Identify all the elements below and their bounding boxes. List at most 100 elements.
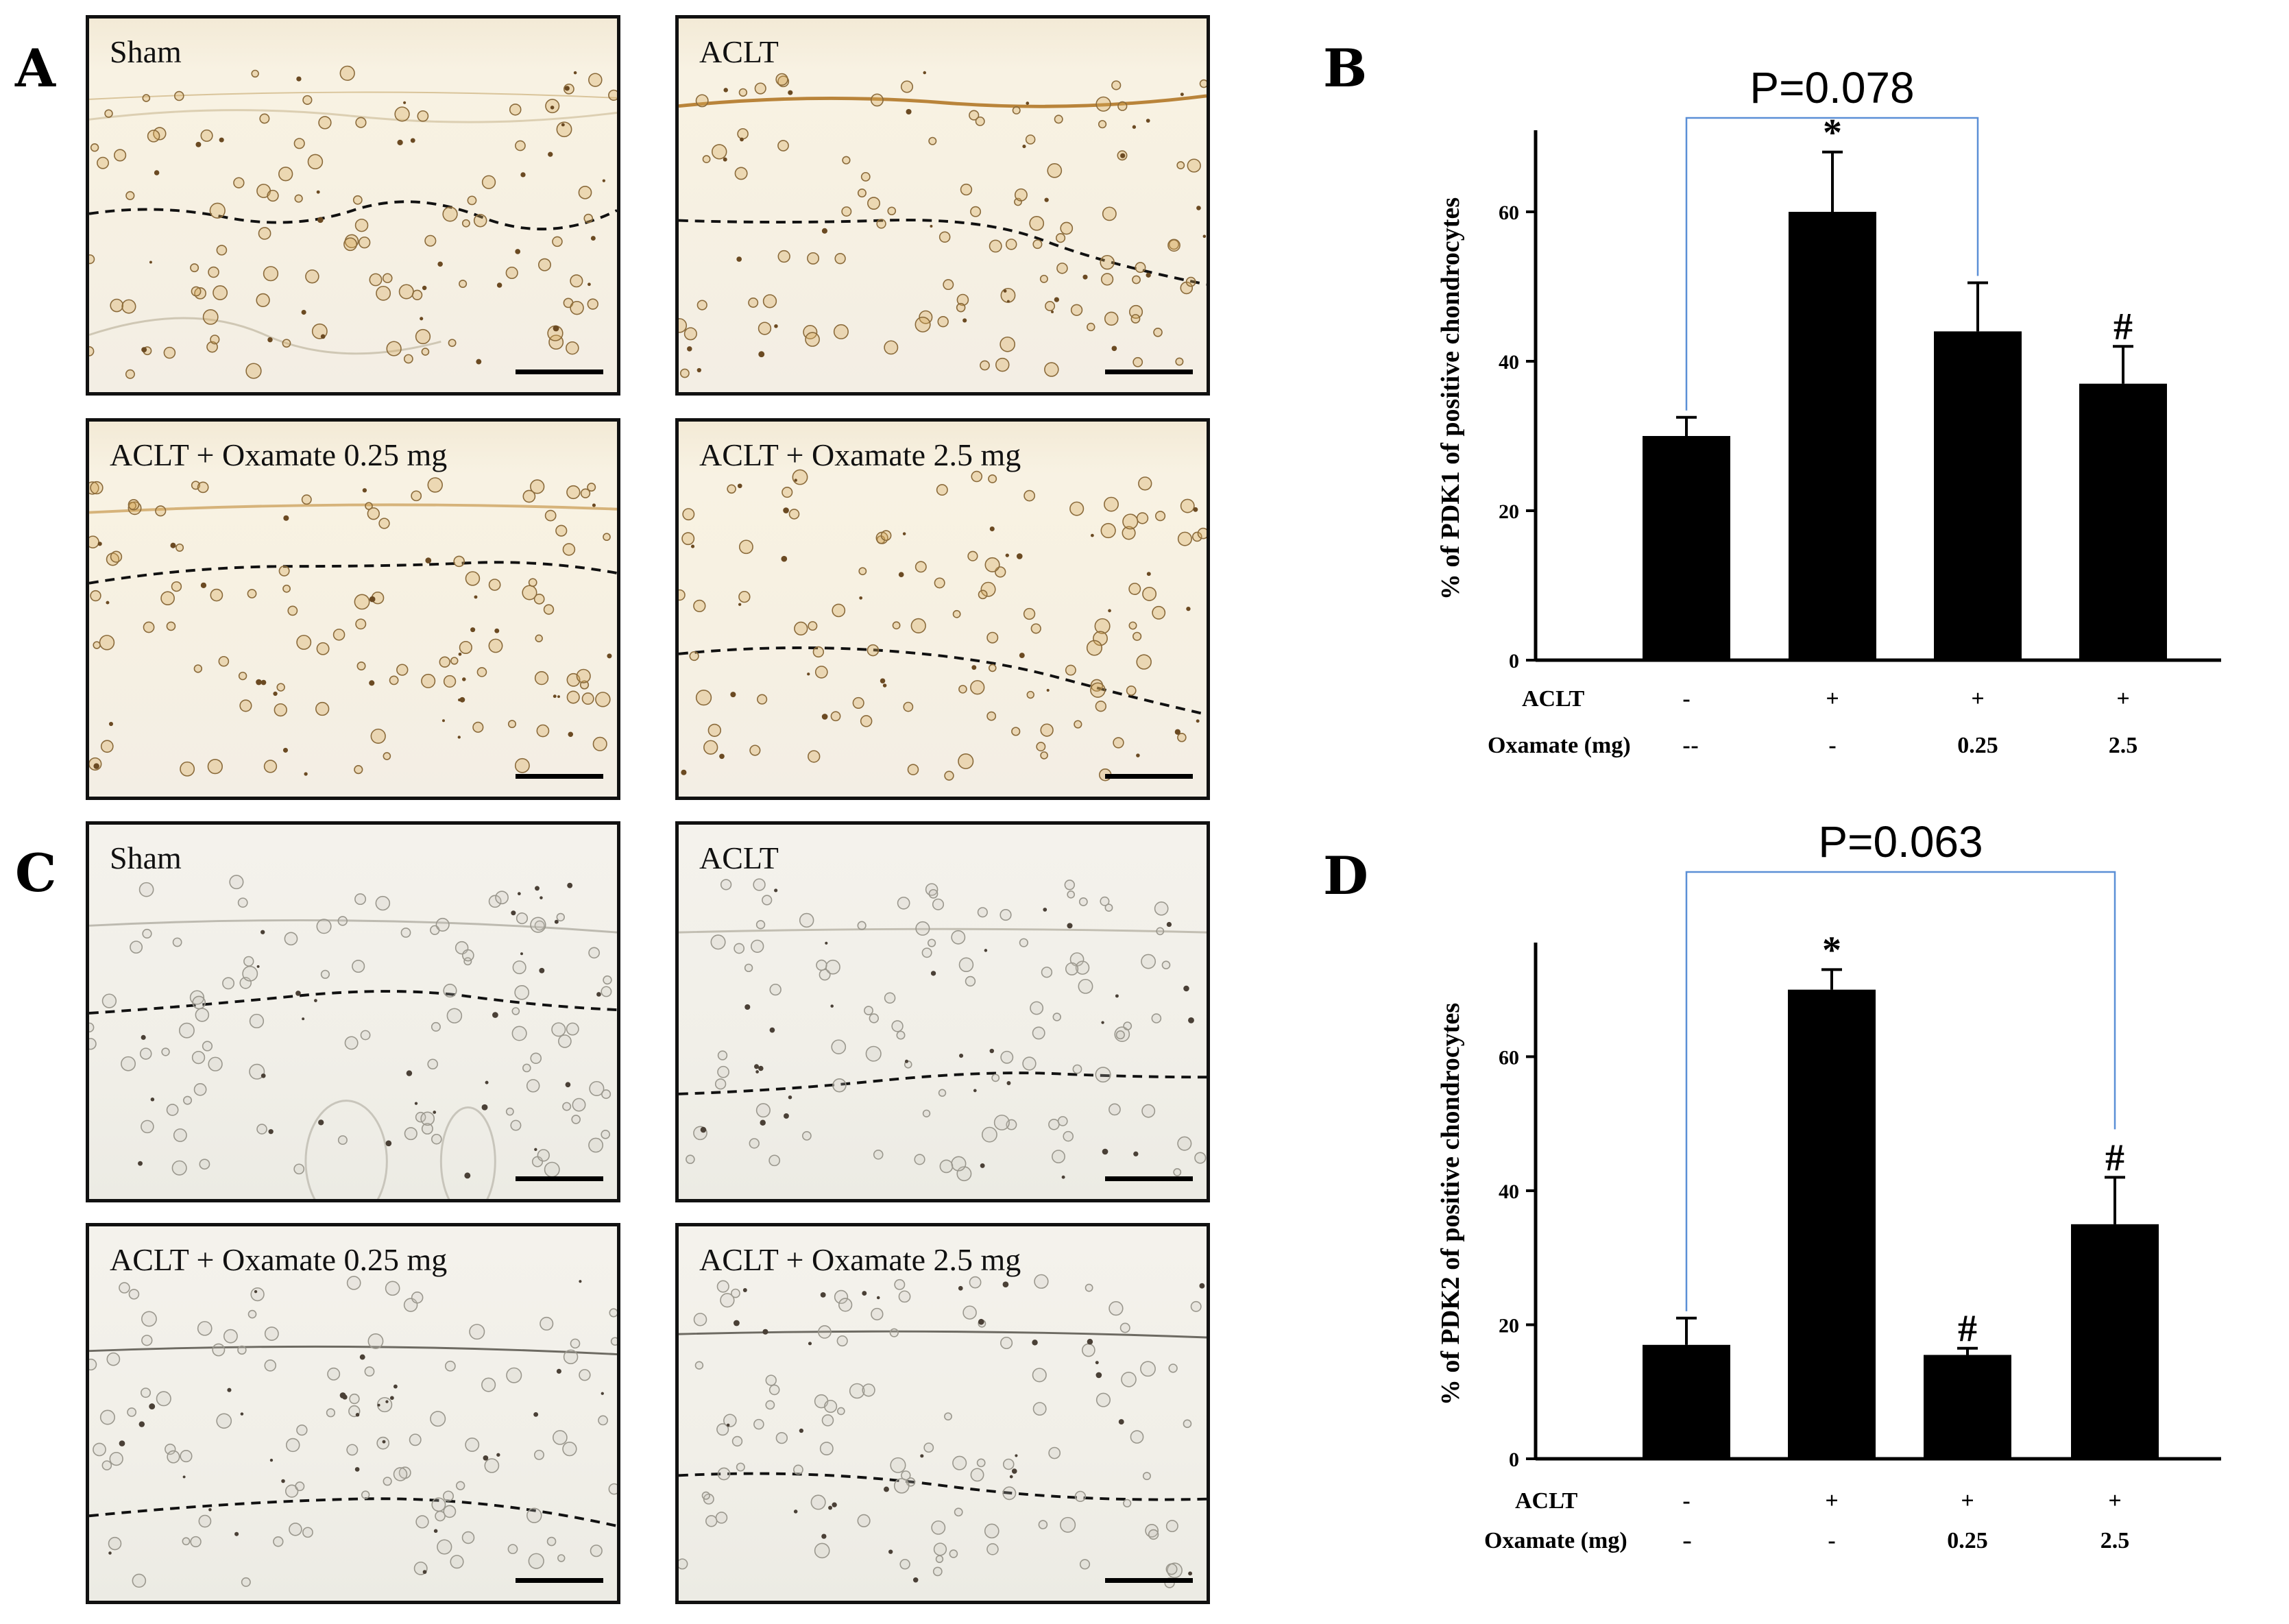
panel-letter-c: C (15, 843, 57, 904)
stain-dot (208, 1507, 212, 1512)
stain-dot (359, 1354, 365, 1360)
oxamate-cell: 2.5 (2100, 1528, 2130, 1553)
stain-dot (433, 1529, 438, 1534)
stain-dot (784, 1113, 789, 1119)
cell-speckle (89, 1038, 97, 1050)
y-tick-label: 60 (1499, 1046, 1519, 1069)
panel-letter-d: D (1323, 845, 1368, 906)
oxamate-cell: 2.5 (2109, 733, 2138, 758)
cell-speckle (988, 664, 997, 672)
cell-speckle (352, 195, 363, 205)
cell-speckle (409, 1433, 422, 1446)
stain-dot (273, 691, 278, 696)
cell-speckle (588, 73, 603, 87)
cell-speckle (282, 584, 291, 593)
cell-speckle (400, 928, 411, 938)
stain-dot (154, 170, 160, 175)
cell-speckle (349, 1393, 360, 1405)
stain-dot (540, 896, 543, 899)
cell-speckle (1039, 274, 1048, 283)
stain-dot (1082, 274, 1088, 280)
cell-speckle (1034, 1274, 1049, 1289)
cell-speckle (736, 1462, 745, 1472)
significance-marker: * (1822, 929, 1841, 971)
cell-speckle (90, 143, 99, 152)
scale-bar (1105, 369, 1193, 374)
cell-speckle (199, 1159, 210, 1170)
cell-speckle (251, 69, 259, 78)
cell-speckle (431, 1497, 446, 1512)
cell-speckle (337, 916, 348, 926)
cell-speckle (193, 664, 203, 673)
cell-speckle (278, 167, 293, 182)
cell-speckle (562, 1102, 572, 1111)
cell-speckle (755, 1103, 771, 1118)
cell-speckle (969, 110, 980, 121)
cell-speckle (956, 302, 966, 313)
cell-speckle (943, 279, 954, 291)
cell-speckle (242, 965, 258, 982)
cell-speckle (1141, 1104, 1156, 1118)
stain-dot (799, 1428, 804, 1433)
cell-speckle (256, 293, 270, 307)
stain-dot (744, 1004, 751, 1010)
cell-speckle (197, 481, 209, 494)
cell-speckle (749, 1138, 760, 1149)
cell-speckle (302, 95, 313, 105)
stain-dot (494, 628, 500, 633)
cell-speckle (580, 488, 591, 498)
cell-speckle (695, 690, 712, 706)
cell-speckle (530, 917, 546, 933)
cell-speckle (293, 138, 305, 149)
cell-speckle (243, 956, 254, 967)
cell-speckle (601, 1130, 611, 1139)
cell-speckle (679, 589, 686, 601)
cell-speckle (307, 154, 324, 170)
cell-speckle (852, 696, 864, 709)
stain-dot (138, 1421, 145, 1427)
cell-speckle (439, 656, 450, 668)
stain-dot (588, 282, 591, 287)
cell-speckle (679, 1558, 688, 1570)
cell-speckle (762, 294, 777, 308)
bar (2071, 1224, 2159, 1459)
oxamate-cell: 0.25 (1957, 733, 1998, 758)
cell-speckle (264, 1326, 279, 1341)
cell-speckle (707, 723, 721, 737)
cell-speckle (816, 959, 827, 971)
cell-speckle (958, 957, 974, 972)
cell-speckle (488, 579, 501, 591)
cell-speckle (355, 618, 367, 630)
cell-speckle (208, 266, 219, 278)
y-tick-label: 20 (1499, 1314, 1519, 1337)
cell-speckle (738, 540, 753, 555)
cell-speckle (1011, 727, 1021, 736)
cell-speckle (367, 507, 380, 520)
cell-speckle (595, 692, 611, 707)
cell-speckle (552, 236, 563, 247)
cell-speckle (378, 518, 390, 529)
stain-dot (557, 695, 560, 699)
stain-dot (755, 1070, 759, 1074)
cell-speckle (903, 701, 914, 712)
stain-dot (762, 1329, 768, 1335)
cell-speckle (944, 1412, 952, 1421)
stain-dot (182, 1475, 186, 1479)
stain-dot (149, 260, 152, 264)
stain-dot (1132, 125, 1137, 129)
micrograph-c-sham: Sham (86, 821, 620, 1202)
cell-speckle (1040, 751, 1048, 760)
stain-dot (382, 1440, 386, 1444)
cell-speckle (375, 895, 391, 911)
y-axis-label: % of PDK1 of positive chondrocytes (1436, 197, 1465, 600)
cell-speckle (989, 239, 1002, 253)
cell-speckle (1148, 1529, 1159, 1540)
cell-speckle (1175, 357, 1184, 366)
cell-speckle (814, 1542, 830, 1559)
cell-speckle (1100, 522, 1116, 539)
cell-speckle (1173, 1168, 1182, 1176)
micrograph-c-oxamate-025: ACLT + Oxamate 0.25 mg (86, 1223, 620, 1604)
stain-dot (978, 1318, 984, 1325)
stain-dot (1133, 1151, 1139, 1156)
stain-dot (821, 714, 828, 720)
